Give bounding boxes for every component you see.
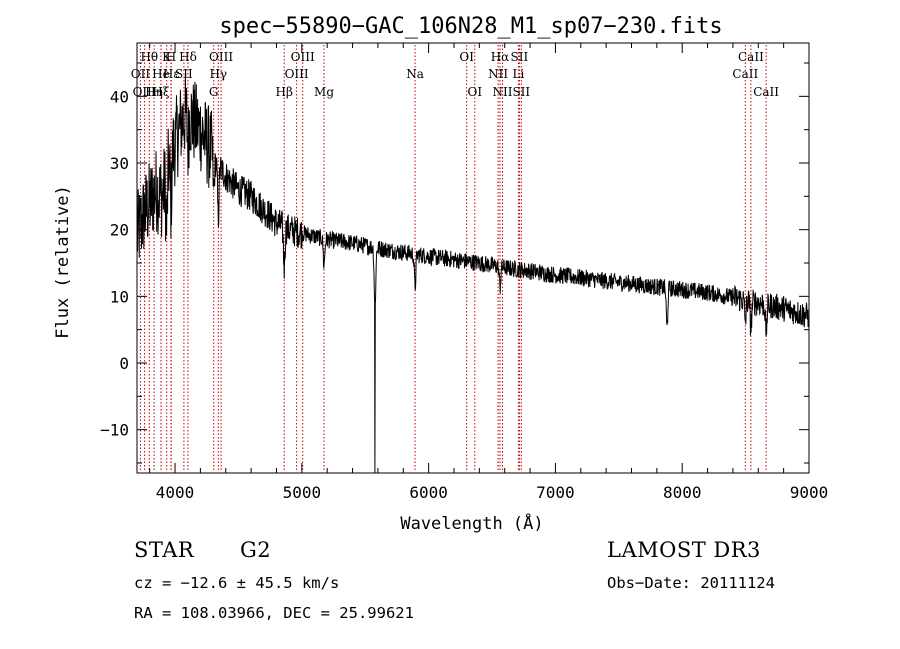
y-tick-label: 30 [110,154,129,173]
x-tick-label: 7000 [536,483,575,502]
line-label: Hθ [140,50,158,64]
line-label: Hδ [179,50,197,64]
x-axis-ticks: 4000 5000 6000 7000 8000 9000 [149,43,829,502]
line-label: OIII [291,50,315,64]
x-tick-label: 6000 [409,483,448,502]
line-label: H [166,50,176,64]
line-label: OI [459,50,474,64]
spectrum-series [136,73,809,474]
line-label: Li [512,67,524,81]
spectral-line-markers [139,45,767,472]
y-tick-label: 40 [110,87,129,106]
plot-frame [136,42,810,474]
observation-date: Obs−Date: 20111124 [607,574,775,592]
y-axis-ticks: −10 0 10 20 30 40 [100,62,809,464]
line-label: Hε [163,67,180,81]
line-label: Hξ [152,85,169,99]
line-label: SII [175,67,193,81]
chart-title: spec−55890−GAC_106N28_M1_sp07−230.fits [219,14,722,39]
line-label: OIII [209,50,233,64]
x-tick-label: 8000 [663,483,702,502]
spectral-subclass: G2 [240,538,272,562]
y-tick-label: −10 [100,421,129,440]
y-tick-label: 10 [110,287,129,306]
y-axis-label: Flux (relative) [53,185,73,339]
x-axis-label: Wavelength (Å) [400,512,543,534]
line-label: CaII [753,85,779,99]
line-label: He [152,67,170,81]
x-tick-label: 9000 [790,483,829,502]
line-label: CaII [738,50,764,64]
line-label: Hβ [276,85,293,99]
line-label: NII [493,85,513,99]
line-label: Hη [145,85,163,99]
y-tick-label: 0 [119,354,129,373]
line-label: OIII [285,67,309,81]
line-label: Mg [314,85,334,99]
line-label: CaII [732,67,758,81]
redshift-velocity: cz = −12.6 ± 45.5 km/s [134,574,340,592]
line-label: SII [512,85,530,99]
survey-name: LAMOST DR3 [607,538,761,562]
line-label: NII [488,67,508,81]
coordinates: RA = 108.03966, DEC = 25.99621 [134,604,414,622]
line-label: OI [467,85,482,99]
line-label: Hα [491,50,510,64]
line-label: G [209,85,219,99]
line-label: Hγ [209,67,227,81]
x-tick-label: 4000 [156,483,195,502]
object-class: STAR [134,538,195,562]
line-label: OII [131,67,151,81]
y-tick-label: 20 [110,221,129,240]
line-label: K [162,50,172,64]
line-label: OIII [133,85,157,99]
line-label: Na [406,67,424,81]
x-tick-label: 5000 [283,483,322,502]
line-label: SII [511,50,529,64]
